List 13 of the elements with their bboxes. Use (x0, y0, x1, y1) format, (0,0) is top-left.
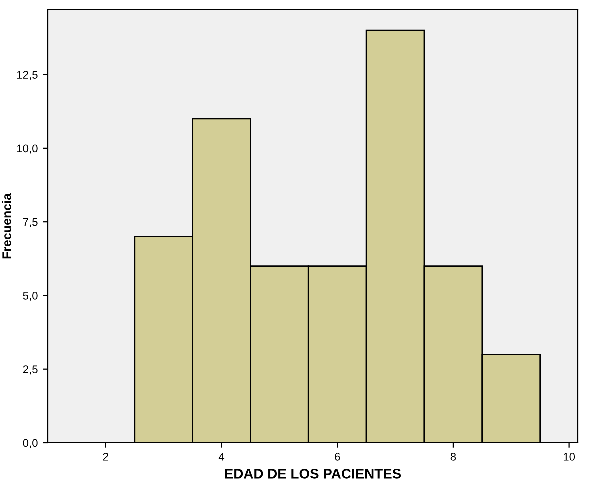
x-tick-label: 4 (218, 453, 225, 461)
y-tick-label: 2,5 (23, 366, 38, 375)
x-tick-label: 6 (335, 453, 340, 461)
y-tick-label: 0,0 (23, 439, 38, 448)
x-tick-label: 10 (564, 453, 576, 461)
y-axis-title: Frecuencia (2, 193, 12, 259)
x-tick-label: 8 (450, 453, 456, 461)
y-tick-label: 7,5 (23, 218, 38, 228)
x-axis-title: EDAD DE LOS PACIENTES (225, 469, 402, 479)
y-tick-label: 12,5 (18, 71, 38, 80)
y-tick-label: 10,0 (18, 144, 38, 154)
x-tick-label: 2 (103, 453, 108, 461)
y-tick-label: 5,0 (23, 292, 38, 302)
